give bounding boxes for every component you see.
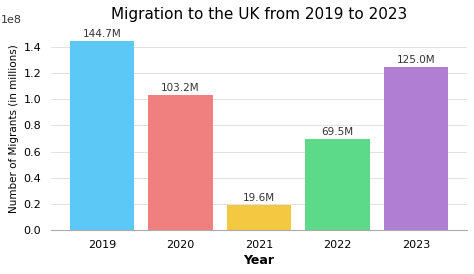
Bar [148,95,213,230]
Title: Migration to the UK from 2019 to 2023: Migration to the UK from 2019 to 2023 [111,7,407,22]
Text: 144.7M: 144.7M [83,29,121,39]
Y-axis label: Number of Migrants (in millions): Number of Migrants (in millions) [9,44,19,213]
Bar [384,67,448,230]
Text: 69.5M: 69.5M [321,127,354,137]
X-axis label: Year: Year [244,254,274,267]
Text: 103.2M: 103.2M [161,83,200,93]
Bar [227,204,291,230]
Bar [70,41,134,230]
Text: 19.6M: 19.6M [243,193,275,202]
Text: 125.0M: 125.0M [397,55,435,65]
Text: 1e8: 1e8 [1,15,22,25]
Bar [305,139,370,230]
